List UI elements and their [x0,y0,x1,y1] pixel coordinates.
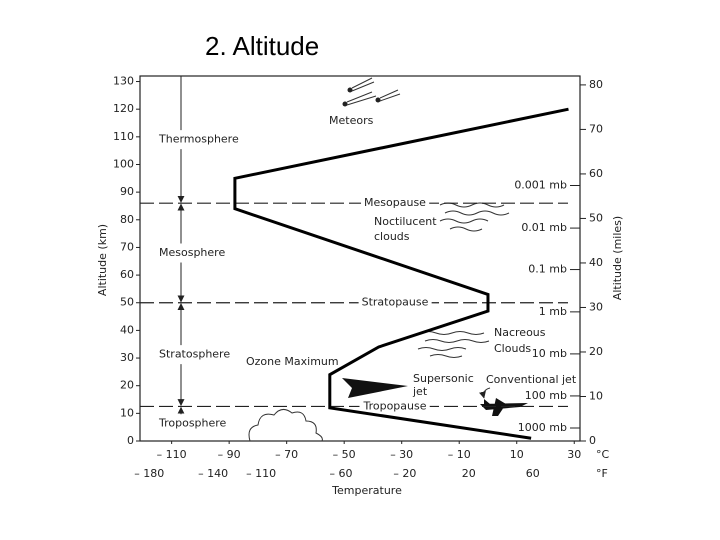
x2-tick-label: – 110 [246,467,276,480]
annotation-nacreous: Nacreous [494,326,546,339]
annotation-supersonic: Supersonic [413,372,474,385]
y-tick-label: 110 [113,130,134,143]
annotation-noctilucent: clouds [374,230,410,243]
pressure-label: 100 mb [525,389,567,402]
x-tick-label: – 90 [218,448,241,461]
temperature-profile [233,107,569,440]
y-tick-label: 130 [113,75,134,88]
annotation-noctilucent: Noctilucent [374,215,437,228]
y-tick-label: 30 [120,351,134,364]
layer-label: Stratosphere [159,348,230,361]
supersonic-jet-icon [342,378,408,398]
x2-tick-label: – 20 [393,467,416,480]
layer-label: Mesosphere [159,246,225,259]
y2-tick-label: 30 [589,300,603,313]
x-tick-label: – 30 [390,448,413,461]
x2-tick-label: – 60 [329,467,352,480]
x-tick-label: – 70 [275,448,298,461]
boundary-label: Stratopause [362,296,429,309]
meteor-icons [342,77,401,107]
boundary-label: Mesopause [364,196,426,209]
annotation-ozone: Ozone Maximum [246,355,339,368]
boundary-label-bg [359,399,430,413]
pressure-label: 10 mb [532,347,567,360]
pressure-label: 0.1 mb [528,263,567,276]
x2-tick-label: – 140 [198,467,228,480]
y2-tick-label: 0 [589,434,596,447]
plot-frame [139,75,581,442]
y-tick-label: 10 [120,406,134,419]
x2-tick-label: – 180 [134,467,164,480]
x-axis-label: Temperature [331,484,402,497]
y-tick-label: 40 [120,323,134,336]
layer-label: Troposphere [158,417,227,430]
y-tick-label: 50 [120,296,134,309]
y-tick-label: 90 [120,185,134,198]
x-tick-label: – 110 [157,448,187,461]
pressure-label: 1000 mb [518,421,567,434]
boundary-label-bg [358,295,432,309]
y2-tick-label: 10 [589,389,603,402]
pressure-label: 0.001 mb [514,179,567,192]
y-tick-label: 60 [120,268,134,281]
y2-tick-label: 60 [589,167,603,180]
pressure-label: 0.01 mb [521,221,567,234]
layer-label: Thermosphere [158,133,239,146]
boundary-label-bg [361,196,430,210]
cumulus-cloud-icon [248,409,323,442]
y-tick-label: 20 [120,379,134,392]
x2-unit: °F [596,467,608,480]
noctilucent-cloud-icon [439,202,510,232]
y2-axis-label: Altitude (miles) [611,216,624,300]
x2-tick-label: 20 [462,467,476,480]
y2-tick-label: 50 [589,211,603,224]
annotation-meteors: Meteors [329,114,374,127]
y2-tick-label: 20 [589,345,603,358]
y-tick-label: 100 [113,157,134,170]
y2-tick-label: 70 [589,122,603,135]
x2-tick-label: 60 [526,467,540,480]
y-tick-label: 80 [120,213,134,226]
nacreous-cloud-icon [417,331,490,358]
boundary-label: Tropopause [362,399,426,412]
x-tick-label: 10 [510,448,524,461]
y2-tick-label: 40 [589,256,603,269]
annotation-nacreous: Clouds [494,342,531,355]
annotation-conventional: Conventional jet [486,373,577,386]
y-tick-label: 0 [127,434,134,447]
x-unit: °C [596,448,610,461]
x-tick-label: – 50 [333,448,356,461]
conventional-jet-icon [479,387,528,416]
x-tick-label: 30 [567,448,581,461]
x-tick-label: – 10 [448,448,471,461]
y-tick-label: 120 [113,102,134,115]
y-tick-label: 70 [120,240,134,253]
y-axis-label: Altitude (km) [96,224,109,296]
annotation-supersonic: jet [412,385,428,398]
slide-title: 2. Altitude [205,31,319,61]
y2-tick-label: 80 [589,78,603,91]
pressure-label: 1 mb [539,305,567,318]
